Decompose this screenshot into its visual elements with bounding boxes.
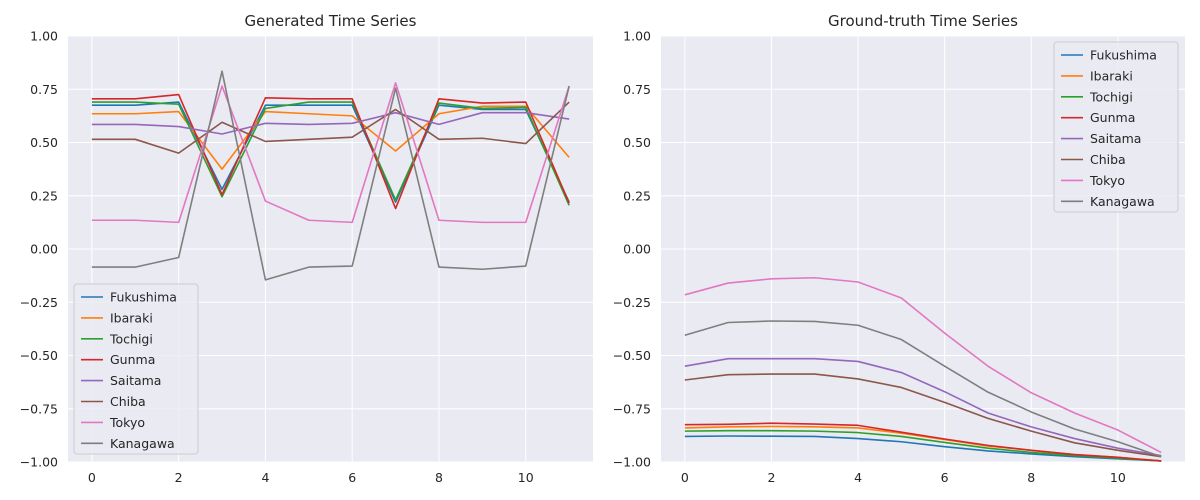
chart-panel-ground-truth: −1.00 −0.75 −0.50 −0.25 0.00 0.25 0.50 0.75 1.00… (613, 12, 1185, 485)
legend-label-ibaraki: Ibaraki (1090, 68, 1133, 83)
y-tick-label: 0.75 (623, 82, 651, 97)
legend-label-fukushima: Fukushima (1090, 48, 1157, 63)
legend-label-tokyo: Tokyo (1089, 173, 1125, 188)
series-line-chiba (91, 101, 570, 154)
legend-box (1053, 41, 1179, 213)
y-tick-label: 0.00 (623, 242, 651, 257)
x-tick-label: 0 (681, 470, 689, 485)
legend-label-saitama: Saitama (110, 373, 161, 388)
y-tick-label: 0.25 (30, 188, 58, 203)
y-tick-labels: −1.00 −0.75 −0.50 −0.25 0.00 0.25 0.50 0.75 1.00 (20, 29, 58, 470)
legend: Fukushima Ibaraki Tochigi Gunma Saitama Chiba… (1053, 41, 1179, 213)
series-line-fukushima (684, 435, 1162, 462)
series-line-ibaraki (91, 105, 570, 170)
x-tick-label: 6 (941, 470, 949, 485)
series-line-saitama (91, 111, 570, 135)
series-line-fukushima (91, 101, 570, 203)
series-line-kanagawa (91, 70, 570, 281)
legend-label-chiba: Chiba (110, 394, 146, 409)
y-tick-label: 0.50 (30, 135, 58, 150)
series-line-gunma (684, 422, 1162, 462)
y-tick-label: 0.50 (623, 135, 651, 150)
y-tick-label: −1.00 (613, 455, 651, 470)
legend: Fukushima Ibaraki Tochigi Gunma Saitama Chiba… (73, 283, 199, 455)
y-tick-label: 0.75 (30, 82, 58, 97)
legend-label-tochigi: Tochigi (1089, 89, 1133, 104)
y-tick-label: −0.75 (20, 401, 58, 416)
y-tick-label: −0.25 (613, 295, 651, 310)
y-tick-label: 0.25 (623, 188, 651, 203)
chart-panel-generated: −1.00 −0.75 −0.50 −0.25 0.00 0.25 0.50 0.75 1.00… (20, 12, 593, 485)
x-tick-label: 10 (1110, 470, 1126, 485)
series-line-gunma (91, 93, 570, 210)
chart-title: Ground-truth Time Series (828, 12, 1018, 30)
x-tick-labels: 0 2 4 6 8 10 (681, 470, 1126, 485)
y-tick-label: −1.00 (20, 455, 58, 470)
legend-label-kanagawa: Kanagawa (110, 436, 175, 451)
legend-label-saitama: Saitama (1090, 131, 1141, 146)
x-tick-label: 8 (1027, 470, 1035, 485)
series-line-saitama (684, 357, 1162, 457)
y-tick-label: −0.25 (20, 295, 58, 310)
series-line-kanagawa (684, 320, 1162, 458)
chart-title: Generated Time Series (245, 12, 417, 30)
legend-label-gunma: Gunma (110, 352, 155, 367)
y-tick-label: −0.75 (613, 401, 651, 416)
y-tick-label: 1.00 (623, 29, 651, 44)
x-tick-label: 4 (854, 470, 862, 485)
y-tick-label: 0.00 (30, 242, 58, 257)
x-tick-label: 4 (261, 470, 269, 485)
series-line-tochigi (684, 429, 1162, 462)
x-tick-label: 2 (175, 470, 183, 485)
y-tick-labels: −1.00 −0.75 −0.50 −0.25 0.00 0.25 0.50 0.75 1.00 (613, 29, 651, 470)
x-tick-label: 6 (348, 470, 356, 485)
y-tick-label: −0.50 (20, 348, 58, 363)
x-tick-label: 0 (88, 470, 96, 485)
x-tick-label: 10 (518, 470, 534, 485)
x-tick-label: 8 (435, 470, 443, 485)
series-line-chiba (684, 373, 1162, 458)
legend-box (73, 283, 199, 455)
legend-label-chiba: Chiba (1090, 152, 1126, 167)
series-line-tokyo (91, 82, 570, 224)
legend-label-ibaraki: Ibaraki (110, 310, 153, 325)
y-tick-label: −0.50 (613, 348, 651, 363)
series-line-tochigi (91, 101, 570, 206)
series-lines (684, 276, 1162, 462)
x-tick-label: 2 (767, 470, 775, 485)
legend-label-tochigi: Tochigi (109, 331, 153, 346)
legend-label-tokyo: Tokyo (109, 415, 145, 430)
legend-label-fukushima: Fukushima (110, 290, 177, 305)
legend-label-kanagawa: Kanagawa (1090, 194, 1155, 209)
x-tick-labels: 0 2 4 6 8 10 (88, 470, 534, 485)
legend-label-gunma: Gunma (1090, 110, 1135, 125)
y-tick-label: 1.00 (30, 29, 58, 44)
series-line-tokyo (684, 276, 1162, 454)
series-lines (91, 70, 570, 281)
